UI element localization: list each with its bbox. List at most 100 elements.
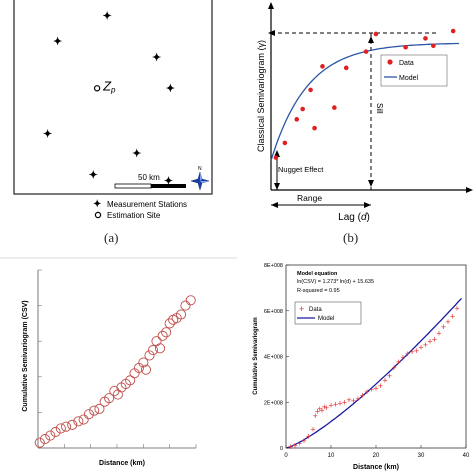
x-axis-label: Distance (km) [99, 460, 145, 467]
panel-c-svg: Cumulative Semivariogram (CSV) Distance … [0, 257, 237, 467]
panel-c: Cumulative Semivariogram (CSV) Distance … [0, 250, 237, 474]
x-tick-label: 30 [418, 453, 425, 459]
x-axis-label: Distance (km) [353, 464, 399, 471]
data-point: + [445, 317, 450, 327]
data-point: + [396, 357, 401, 367]
data-point: + [409, 347, 414, 357]
data-point: + [450, 311, 455, 321]
north-label: N [198, 166, 202, 172]
cumulative-legend: + Data Model [294, 301, 362, 325]
estimation-site-marker [93, 85, 101, 92]
data-point: + [373, 384, 378, 394]
scale-label: 50 km [138, 173, 160, 182]
data-point [176, 309, 187, 320]
data-point: + [400, 353, 405, 363]
scale-bar: 50 km [114, 173, 186, 189]
data-point: + [322, 402, 327, 412]
data-point [423, 36, 428, 41]
measurement-station-marker: ✦ [152, 52, 161, 64]
data-point: + [324, 403, 329, 413]
legend-stations: Measurement Stations [107, 200, 187, 209]
data-point [373, 31, 379, 37]
data-point [332, 105, 337, 110]
data-point: + [337, 398, 342, 408]
data-point: + [382, 376, 387, 386]
y-tick-label: 6E+008 [264, 309, 283, 315]
data-point: + [292, 441, 297, 451]
panel-b: Data Model Sill Nugget Effect Range Clas… [237, 0, 474, 250]
data-point: + [436, 329, 441, 339]
y-axis-label: Classical Semivariogram (γ) [256, 40, 266, 152]
data-point [431, 43, 436, 49]
data-point: + [297, 438, 302, 448]
measurement-station-marker: ✦ [43, 128, 52, 140]
model-line [286, 297, 462, 449]
data-point: + [313, 411, 318, 421]
data-point [50, 426, 61, 438]
panel-a: ✦ ✦ ✦ ✦ ✦ ✦ ✦ ✦ Zp 50 km N ✦ Measurement Statio… [0, 0, 237, 250]
x-tick-label: 10 [328, 453, 335, 459]
y-axis-label: Cumulative Semivariogram (CSV) [22, 300, 29, 411]
y-axis-label: Cumulative Semivariogram [253, 317, 259, 394]
data-point: + [427, 337, 432, 347]
data-point [164, 318, 175, 329]
range-label: Range [297, 193, 322, 203]
data-point: + [387, 371, 392, 381]
data-point [61, 421, 72, 432]
measurement-station-marker: ✦ [102, 11, 111, 23]
data-point: + [301, 436, 306, 446]
data-point [73, 416, 84, 427]
nugget-label: Nugget Effect [278, 165, 324, 174]
data-point: + [288, 442, 293, 452]
estimation-site-label: Zp [102, 78, 116, 94]
data-point: + [306, 432, 311, 442]
data-point [144, 350, 155, 361]
data-point [104, 393, 115, 404]
data-point [308, 87, 313, 93]
data-point: + [346, 395, 351, 405]
data-point: + [418, 342, 423, 352]
data-point [55, 423, 66, 434]
data-point [320, 64, 325, 69]
data-point: + [432, 334, 437, 344]
x-tick-label: 20 [373, 453, 380, 459]
legend-model: Model [318, 316, 334, 322]
north-arrow-icon: N [190, 166, 210, 191]
panel-b-svg: Data Model Sill Nugget Effect Range Clas… [256, 2, 473, 223]
data-point: + [423, 340, 428, 350]
data-point: + [364, 387, 369, 397]
data-point: + [391, 363, 396, 373]
legend-site: Estimation Site [107, 211, 161, 220]
data-point: + [414, 346, 419, 356]
r-squared: R-squared = 0.95 [297, 288, 340, 294]
data-point: + [310, 425, 315, 435]
measurement-station-marker: ✦ [53, 36, 62, 48]
data-point [343, 65, 349, 71]
semivariogram-legend: Data Model [380, 54, 448, 87]
station-legend-icon: ✦ [93, 199, 101, 210]
data-point: + [317, 404, 322, 414]
legend-data-marker: + [299, 304, 304, 314]
data-point [34, 437, 45, 448]
y-tick-label: 2E+008 [264, 400, 283, 406]
data-point [300, 106, 305, 112]
data-point [151, 336, 162, 347]
data-point [157, 330, 168, 341]
sill-label: Sill [375, 103, 384, 114]
caption-b: (b) [343, 230, 359, 245]
map-frame [13, 0, 213, 195]
data-point [45, 430, 56, 441]
data-point [83, 409, 94, 420]
legend-data: Data [399, 60, 414, 67]
measurement-station-marker: ✦ [166, 83, 175, 95]
equation: ln(CSV) = 1.273* ln(d) + 15.635 [297, 279, 374, 285]
data-point [282, 140, 288, 146]
data-point: + [454, 303, 459, 313]
legend-model: Model [399, 75, 419, 82]
measurement-station-marker: ✦ [89, 169, 98, 181]
data-point [450, 28, 456, 34]
data-point [161, 327, 172, 338]
data-point [89, 405, 100, 416]
data-point [125, 375, 136, 386]
